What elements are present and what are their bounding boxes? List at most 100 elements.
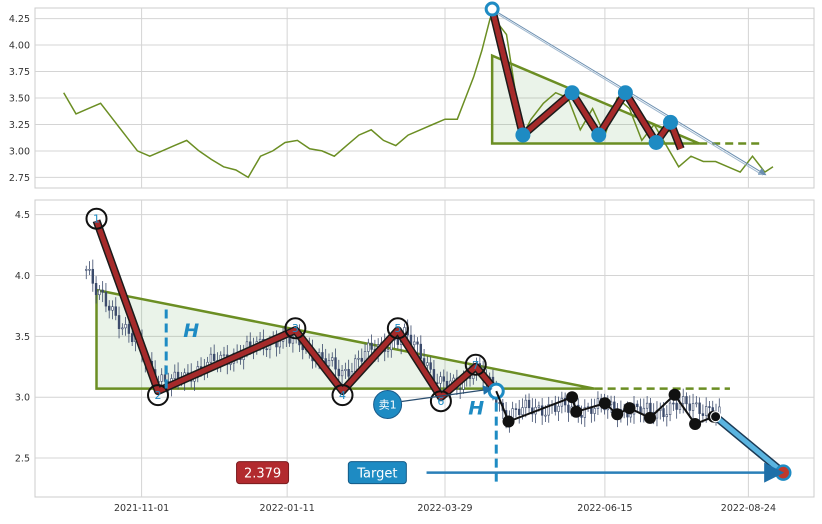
h-label: H	[183, 320, 199, 342]
candle-body	[130, 333, 134, 343]
target-tag-label: Target	[356, 467, 397, 482]
candle-body	[563, 397, 567, 406]
candle-body	[514, 408, 518, 410]
pivot-circle	[464, 353, 487, 376]
post-breakout-dot	[689, 417, 702, 430]
candle-body	[682, 396, 685, 405]
candle-body	[708, 406, 711, 408]
top-pivot-marker	[663, 114, 678, 130]
candle-body	[337, 368, 341, 377]
pivot-label: 4	[339, 389, 346, 402]
xtick-label: 2022-01-11	[260, 503, 315, 514]
candle-body	[91, 268, 95, 284]
top-ytick-label: 3.00	[9, 146, 30, 157]
candle-body	[429, 362, 432, 370]
candle-body	[524, 399, 527, 408]
candle-body	[209, 353, 213, 363]
top-panel: 2.75 3.00 3.25 3.50 3.75 4.00 4.25	[9, 1, 815, 189]
pivot-circle	[331, 384, 354, 407]
pivot-circle	[85, 207, 108, 230]
candle-body	[698, 402, 701, 414]
candle-body	[645, 402, 649, 409]
bottom-frame	[34, 199, 815, 498]
candle-body	[160, 374, 163, 382]
candle-body	[554, 404, 557, 412]
post-breakout-dot	[668, 388, 681, 401]
xtick-label: 2022-08-24	[721, 503, 776, 514]
candle-body	[117, 315, 121, 329]
candle-body	[416, 341, 419, 345]
price-tag-label: 2.379	[244, 467, 281, 482]
candle-body	[458, 388, 462, 390]
post-breakout-dot	[623, 402, 636, 415]
candle-body	[527, 399, 531, 409]
candle-body	[426, 362, 429, 366]
candle-body	[88, 268, 91, 271]
candle-body	[596, 398, 600, 409]
top-pivot-marker	[515, 127, 531, 143]
pivot-label: 2	[155, 389, 162, 402]
pivot-circle	[386, 317, 409, 340]
candle-body	[94, 283, 98, 296]
price-tag-box	[236, 461, 290, 485]
top-ytick-label: 3.50	[9, 94, 30, 105]
xtick-label: 2022-03-29	[417, 503, 472, 514]
candle-body	[704, 406, 708, 416]
post-breakout-dot	[570, 405, 583, 418]
projection-start-dot	[710, 411, 722, 423]
candle-body	[278, 341, 281, 348]
target-tag-box	[347, 461, 407, 485]
candle-body	[547, 404, 550, 416]
top-ytick-label: 4.00	[9, 41, 30, 52]
pivot-circle	[284, 317, 307, 340]
candle-body	[212, 353, 216, 361]
candle-body	[327, 360, 331, 367]
candle-body	[439, 376, 442, 384]
pivot-label: 7	[472, 359, 479, 372]
top-ytick-label: 2.75	[9, 173, 30, 184]
sell-signal-label: 卖1	[379, 398, 397, 411]
candle-body	[344, 369, 347, 371]
candle-body	[442, 376, 445, 382]
candle-body	[593, 408, 596, 414]
candle-body	[701, 413, 705, 416]
candle-body	[531, 407, 534, 415]
candle-body	[386, 349, 390, 352]
candle-body	[265, 348, 268, 351]
candle-body	[85, 269, 88, 271]
bottom-ytick-label: 2.5	[15, 454, 30, 465]
candle-body	[665, 414, 669, 418]
top-pivot-marker	[617, 85, 633, 101]
candle-body	[629, 413, 632, 418]
candle-body	[347, 369, 350, 377]
post-breakout-dot	[644, 411, 656, 424]
xtick-label: 2021-11-01	[114, 503, 169, 514]
candle-body	[291, 335, 295, 344]
h-label: H	[468, 398, 484, 420]
candle-body	[688, 403, 691, 411]
bottom-ytick-label: 4.5	[15, 210, 30, 221]
sell-signal-connector	[401, 385, 493, 403]
candle-body	[354, 358, 357, 372]
pivot-label: 1	[93, 213, 100, 226]
candle-body	[672, 402, 675, 405]
candle-body	[108, 305, 111, 311]
candle-body	[331, 357, 334, 361]
pivot-circle	[147, 384, 169, 407]
candle-body	[127, 324, 131, 334]
top-ytick-label: 3.75	[9, 67, 30, 78]
candle-body	[357, 357, 360, 360]
candle-body	[124, 324, 127, 329]
bottom-ytick-label: 3.5	[15, 332, 30, 343]
candle-body	[540, 405, 544, 416]
candle-body	[518, 408, 521, 415]
candle-body	[222, 354, 226, 357]
post-breakout-dot	[598, 397, 611, 410]
candle-body	[396, 338, 400, 345]
candle-body	[691, 403, 695, 411]
candle-body	[695, 402, 698, 405]
post-breakout-dot	[566, 391, 579, 404]
candle-body	[583, 407, 587, 418]
bottom-panel: 2.5 3.0 3.5 4.0 4.5 2021-11-01 2022-01-11 2022-…	[15, 199, 815, 514]
